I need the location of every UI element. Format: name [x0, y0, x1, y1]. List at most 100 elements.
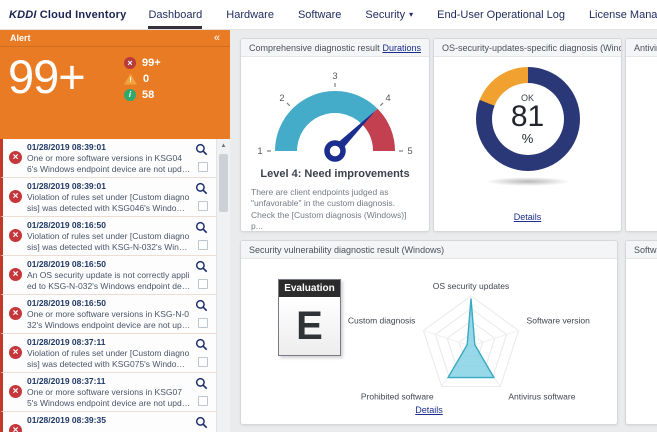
alert-checkbox[interactable] [198, 279, 208, 289]
nav-item[interactable]: License Management▾ [589, 0, 657, 29]
alert-message: Violation of rules set under [Custom dia… [27, 231, 190, 252]
details-link[interactable]: Details [415, 405, 443, 415]
alert-timestamp: 01/28/2019 08:39:01 [27, 181, 106, 191]
alert-message: Violation of rules set under [Custom dia… [27, 192, 190, 213]
details-link[interactable]: Details [513, 212, 542, 222]
os-updates-diagnosis-card: OS-security-updates-specific diagnosis (… [433, 38, 622, 232]
search-icon[interactable] [195, 182, 208, 195]
alert-list-item[interactable]: × 01/28/2019 08:39:01 Violation of rules… [0, 178, 230, 217]
evaluation-grade: E [279, 297, 340, 355]
scrollbar-thumb[interactable] [219, 154, 228, 212]
search-icon[interactable] [195, 299, 208, 312]
error-badge: × 99+ [124, 57, 161, 69]
error-icon: × [9, 424, 22, 432]
alert-checkbox[interactable] [198, 396, 208, 406]
alert-timestamp: 01/28/2019 08:39:01 [27, 142, 106, 152]
info-icon: i [124, 89, 136, 101]
alert-timestamp: 01/28/2019 08:16:50 [27, 298, 106, 308]
info-badge: i 58 [124, 89, 161, 101]
alert-checkbox[interactable] [198, 201, 208, 211]
scroll-up-arrow-icon[interactable]: ▲ [220, 143, 227, 149]
card-title: Security vulnerability diagnostic result… [249, 244, 445, 255]
alert-item-body: 01/28/2019 08:39:01 Violation of rules s… [27, 181, 189, 214]
warning-count: 0 [143, 73, 150, 85]
alert-item-body: 01/28/2019 08:39:35 [27, 415, 186, 426]
nav-item[interactable]: Dashboard▾ [148, 0, 203, 29]
card-title-bar: Security vulnerability diagnostic result… [241, 241, 617, 259]
nav-item[interactable]: Security ▾ [365, 0, 413, 29]
alert-list-item[interactable]: × 01/28/2019 08:37:11 Violation of rules… [0, 334, 230, 373]
collapse-panel-icon[interactable]: « [213, 31, 220, 44]
svg-text:1: 1 [257, 146, 262, 157]
security-vulnerability-card: Security vulnerability diagnostic result… [240, 240, 618, 425]
alert-item-body: 01/28/2019 08:16:50 Violation of rules s… [27, 220, 189, 253]
alert-message: Violation of rules set under [Custom dia… [27, 348, 190, 369]
nav-item[interactable]: End-User Operational Log▾ [437, 0, 565, 29]
search-icon[interactable] [195, 221, 208, 234]
alert-checkbox[interactable] [198, 318, 208, 328]
logo-product: Cloud Inventory [39, 8, 127, 21]
alert-list: × 01/28/2019 08:39:01 One or more softwa… [0, 139, 230, 432]
search-icon[interactable] [195, 338, 208, 351]
donut-percent: 81 [510, 100, 545, 134]
nav-item[interactable]: Hardware▾ [226, 0, 274, 29]
svg-text:Custom diagnosis: Custom diagnosis [348, 316, 416, 326]
warning-badge: ! 0 [124, 73, 161, 85]
antivirus-diagnosis-card: Antivirus-software-specific diagnosis [625, 38, 657, 232]
alert-list-item[interactable]: × 01/28/2019 08:37:11 One or more softwa… [0, 373, 230, 412]
alert-list-item[interactable]: × 01/28/2019 08:39:01 One or more softwa… [0, 139, 230, 178]
donut-shadow [484, 177, 571, 186]
svg-text:Software version: Software version [527, 316, 591, 326]
alert-message: One or more software versions in KSG075'… [27, 387, 189, 408]
alert-count-area: 99+ × 99+ ! 0 i 58 [0, 47, 230, 134]
alert-list-item[interactable]: × 01/28/2019 08:16:50 An OS security upd… [0, 256, 230, 295]
svg-text:Antivirus software: Antivirus software [508, 391, 575, 401]
alert-item-body: 01/28/2019 08:16:50 An OS security updat… [27, 259, 190, 292]
alert-checkbox[interactable] [198, 162, 208, 172]
evaluation-box: Evaluation E [278, 279, 341, 356]
nav-item-label: Security [365, 8, 406, 21]
alert-list-scrollbar[interactable]: ▲ [216, 139, 230, 432]
alert-panel-title: Alert [10, 33, 31, 43]
alert-item-body: 01/28/2019 08:16:50 One or more software… [27, 298, 189, 331]
error-icon: × [124, 57, 136, 69]
software-diagnosis-card: Software-version-specific diagnosis [625, 240, 657, 425]
alert-checkbox[interactable] [198, 357, 208, 367]
card-title: OS-security-updates-specific diagnosis (… [442, 42, 621, 53]
durations-link[interactable]: Durations [382, 42, 421, 53]
svg-text:OS security updates: OS security updates [433, 281, 510, 291]
card-title: Software-version-specific diagnosis [634, 244, 657, 255]
evaluation-label: Evaluation [279, 280, 340, 297]
error-count: 99+ [142, 57, 161, 69]
svg-text:Prohibited software: Prohibited software [361, 391, 434, 401]
error-icon: × [9, 346, 22, 359]
alert-list-item[interactable]: × 01/28/2019 08:16:50 Violation of rules… [0, 217, 230, 256]
nav-item[interactable]: Software▾ [298, 0, 341, 29]
alert-panel: Alert « 99+ × 99+ ! 0 i 58 All Hide chec… [0, 30, 230, 432]
search-icon[interactable] [195, 260, 208, 273]
gauge-description: There are client endpoints judged as "un… [251, 187, 407, 232]
alert-total-count: 99+ [8, 50, 86, 103]
alert-timestamp: 01/28/2019 08:37:11 [27, 376, 106, 386]
alert-list-item[interactable]: × 01/28/2019 08:39:35 [0, 412, 230, 432]
nav-item-label: License Management [588, 8, 657, 21]
alert-checkbox[interactable] [198, 240, 208, 250]
svg-text:3: 3 [332, 71, 337, 82]
donut-center: OK 81 % [491, 83, 564, 155]
app-logo: KDDI Cloud Inventory [9, 9, 126, 21]
card-title-bar: Antivirus-software-specific diagnosis [626, 39, 657, 57]
error-icon: × [9, 190, 22, 203]
search-icon[interactable] [195, 416, 208, 429]
alert-list-item[interactable]: × 01/28/2019 08:16:50 One or more softwa… [0, 295, 230, 334]
search-icon[interactable] [195, 143, 208, 156]
nav-item-label: End-User Operational Log [437, 8, 565, 21]
alert-item-body: 01/28/2019 08:37:11 Violation of rules s… [27, 337, 189, 370]
donut-percent-suffix: % [521, 130, 534, 146]
radar-chart: OS security updates Software version Antiv… [348, 281, 591, 401]
svg-text:2: 2 [279, 93, 284, 104]
alert-timestamp: 01/28/2019 08:16:50 [27, 259, 106, 269]
search-icon[interactable] [195, 377, 208, 390]
alert-message: One or more software versions in KSG046'… [27, 153, 189, 174]
card-title: Antivirus-software-specific diagnosis [634, 42, 657, 53]
